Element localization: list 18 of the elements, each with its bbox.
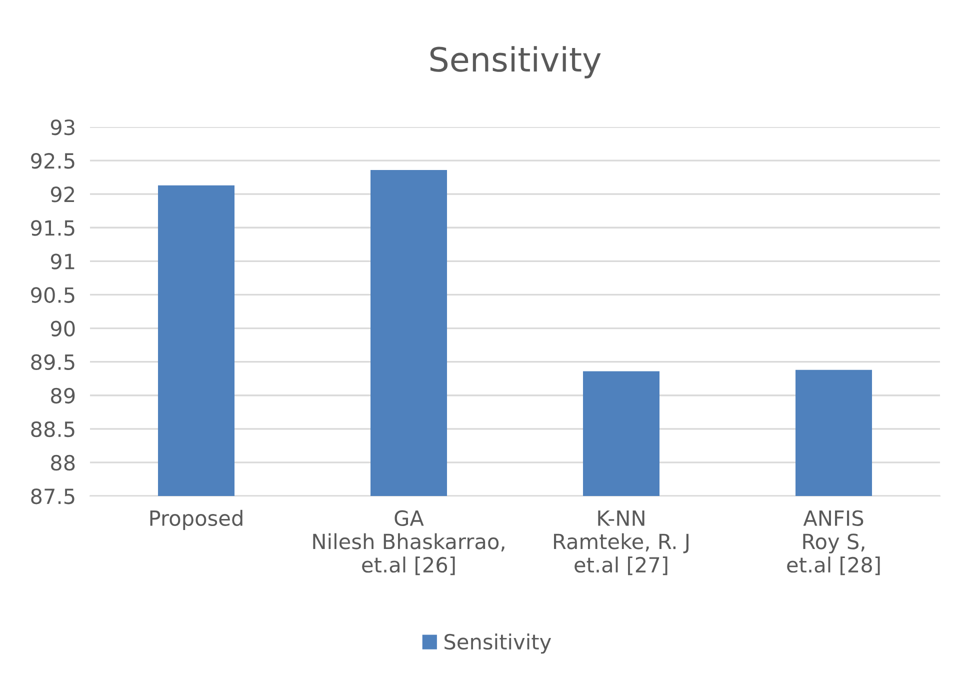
y-tick-label: 89 — [51, 388, 75, 404]
y-tick-label: 88 — [51, 454, 75, 471]
y-tick-label: 92.5 — [31, 153, 74, 169]
y-tick-label: 89.5 — [31, 354, 74, 370]
x-tick-label: K-NN Ramteke, R. J et.al [27] — [554, 510, 688, 576]
y-tick-label: 93 — [50, 119, 74, 136]
y-tick-label: 88.5 — [31, 421, 74, 438]
x-tick-label: ANFIS Roy S, et.al [28] — [787, 510, 880, 576]
y-tick-label: 91 — [50, 254, 74, 270]
chart-title: Sensitivity — [430, 46, 601, 78]
y-tick-label: 90.5 — [31, 287, 74, 303]
legend-label: Sensitivity — [444, 634, 552, 654]
y-tick-label: 87.5 — [31, 488, 74, 504]
x-tick-label: GA Nilesh Bhaskarrao, et.al [26] — [313, 510, 504, 576]
y-tick-label: 90 — [50, 320, 75, 336]
x-tick-label: Proposed — [150, 510, 242, 530]
y-tick-label: 91.5 — [31, 220, 74, 236]
y-tick-label: 92 — [50, 186, 74, 202]
